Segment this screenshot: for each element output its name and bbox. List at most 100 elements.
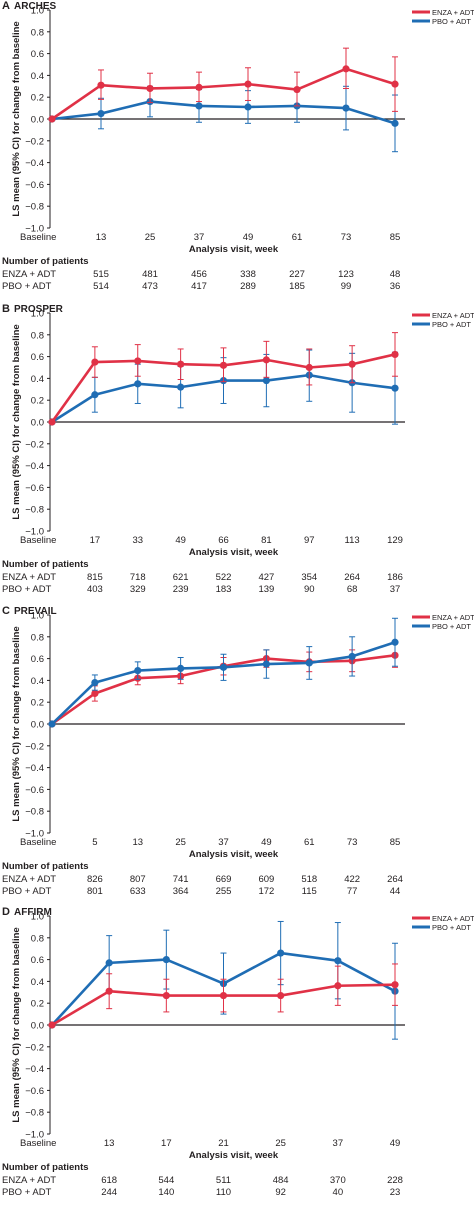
patients-heading: Number of patients: [2, 256, 89, 267]
patients-count: 815: [87, 572, 103, 583]
x-axis-label: Analysis visit, week: [189, 547, 279, 558]
series-line: [51, 100, 396, 125]
patients-count: 621: [173, 572, 189, 583]
data-point: [348, 652, 356, 661]
legend-label: PBO + ADT: [432, 622, 471, 631]
patients-count: 183: [216, 584, 232, 595]
patients-count: 123: [338, 269, 354, 280]
data-point: [277, 991, 285, 1000]
patients-heading: Number of patients: [2, 559, 89, 570]
x-tick-label: 5: [92, 837, 97, 848]
panel-letter: B: [2, 303, 10, 315]
patients-heading: Number of patients: [2, 1162, 89, 1173]
y-tick-label: −0.8: [25, 807, 44, 818]
patients-count: 354: [301, 572, 317, 583]
patients-count: 518: [301, 874, 317, 885]
patients-row-label: ENZA + ADT: [2, 874, 56, 885]
y-tick-label: 0.6: [31, 955, 44, 966]
data-point: [219, 361, 228, 369]
series-pbo-adt: [48, 85, 399, 153]
patients-count: 456: [191, 269, 207, 280]
patients-count: 826: [87, 874, 103, 885]
x-axis-label: Analysis visit, week: [189, 849, 279, 860]
y-tick-label: −0.2: [25, 439, 44, 450]
data-point: [219, 663, 228, 671]
chart-panel-arches: A ARCHES LS mean (95% CI) for change from …: [0, 0, 474, 300]
y-tick-label: −0.8: [25, 505, 44, 516]
patients-count: 522: [216, 572, 232, 583]
patients-count: 68: [347, 584, 358, 595]
patients-count: 172: [258, 886, 274, 897]
data-point: [146, 84, 154, 93]
patients-count: 427: [258, 572, 274, 583]
data-point: [97, 109, 105, 118]
patients-row-label: PBO + ADT: [2, 281, 52, 292]
x-tick-label: 33: [132, 535, 143, 546]
patients-count: 669: [216, 874, 232, 885]
y-tick-label: 0.4: [31, 977, 44, 988]
x-tick-label: Baseline: [20, 1138, 56, 1149]
x-tick-label: 97: [304, 535, 315, 546]
x-tick-label: 21: [218, 1138, 229, 1149]
x-axis-label: Analysis visit, week: [189, 1150, 279, 1161]
patients-count: 227: [289, 269, 305, 280]
y-tick-label: −0.6: [25, 483, 44, 494]
panel-letter: A: [2, 0, 10, 12]
patients-count: 515: [93, 269, 109, 280]
patients-count: 264: [387, 874, 403, 885]
patients-count: 514: [93, 281, 109, 292]
y-tick-label: 0.0: [31, 418, 44, 429]
data-point: [91, 358, 99, 366]
x-tick-label: 85: [390, 837, 401, 848]
x-tick-label: 13: [132, 837, 143, 848]
patients-count: 40: [333, 1187, 344, 1198]
series-line: [51, 67, 396, 121]
patients-count: 228: [387, 1175, 403, 1186]
patients-row-label: PBO + ADT: [2, 584, 52, 595]
patients-count: 329: [130, 584, 146, 595]
y-tick-label: −0.4: [25, 763, 44, 774]
x-tick-label: 81: [261, 535, 272, 546]
y-tick-label: −0.2: [25, 136, 44, 147]
patients-count: 544: [158, 1175, 174, 1186]
series-enza-adt: [48, 963, 399, 1029]
data-point: [305, 659, 313, 667]
patients-count: 110: [216, 1187, 231, 1198]
data-point: [334, 982, 342, 990]
patients-count: 239: [173, 584, 189, 595]
patients-count: 481: [142, 269, 158, 280]
patients-count: 264: [344, 572, 360, 583]
data-point: [244, 103, 252, 111]
x-tick-label: 13: [96, 232, 107, 243]
data-point: [134, 380, 142, 388]
y-tick-label: 0.2: [31, 999, 44, 1010]
y-tick-label: 0.0: [31, 720, 44, 731]
patients-row-label: ENZA + ADT: [2, 1175, 56, 1186]
data-point: [91, 391, 99, 399]
chart-panel-affirm: D AFFIRM LS mean (95% CI) for change from …: [0, 906, 474, 1206]
patients-count: 801: [87, 886, 103, 897]
y-tick-label: 0.4: [31, 676, 44, 687]
series-enza-adt: [48, 332, 399, 426]
x-tick-label: 85: [390, 232, 401, 243]
patients-count: 718: [130, 572, 146, 583]
data-point: [348, 360, 356, 368]
patients-count: 473: [142, 281, 158, 292]
data-point: [195, 102, 203, 110]
data-point: [162, 956, 170, 964]
x-tick-label: 37: [218, 837, 229, 848]
data-point: [277, 949, 285, 957]
patients-count: 92: [275, 1187, 286, 1198]
x-tick-label: 25: [175, 837, 186, 848]
x-tick-label: 13: [104, 1138, 115, 1149]
x-tick-label: 73: [347, 837, 358, 848]
data-point: [162, 991, 170, 1000]
patients-count: 741: [173, 874, 189, 885]
patients-row-label: PBO + ADT: [2, 886, 52, 897]
data-point: [262, 356, 270, 364]
x-tick-label: 49: [243, 232, 254, 243]
data-point: [134, 666, 142, 675]
y-tick-label: −1.0: [25, 829, 44, 840]
x-tick-label: 17: [90, 535, 101, 546]
patients-count: 807: [130, 874, 146, 885]
